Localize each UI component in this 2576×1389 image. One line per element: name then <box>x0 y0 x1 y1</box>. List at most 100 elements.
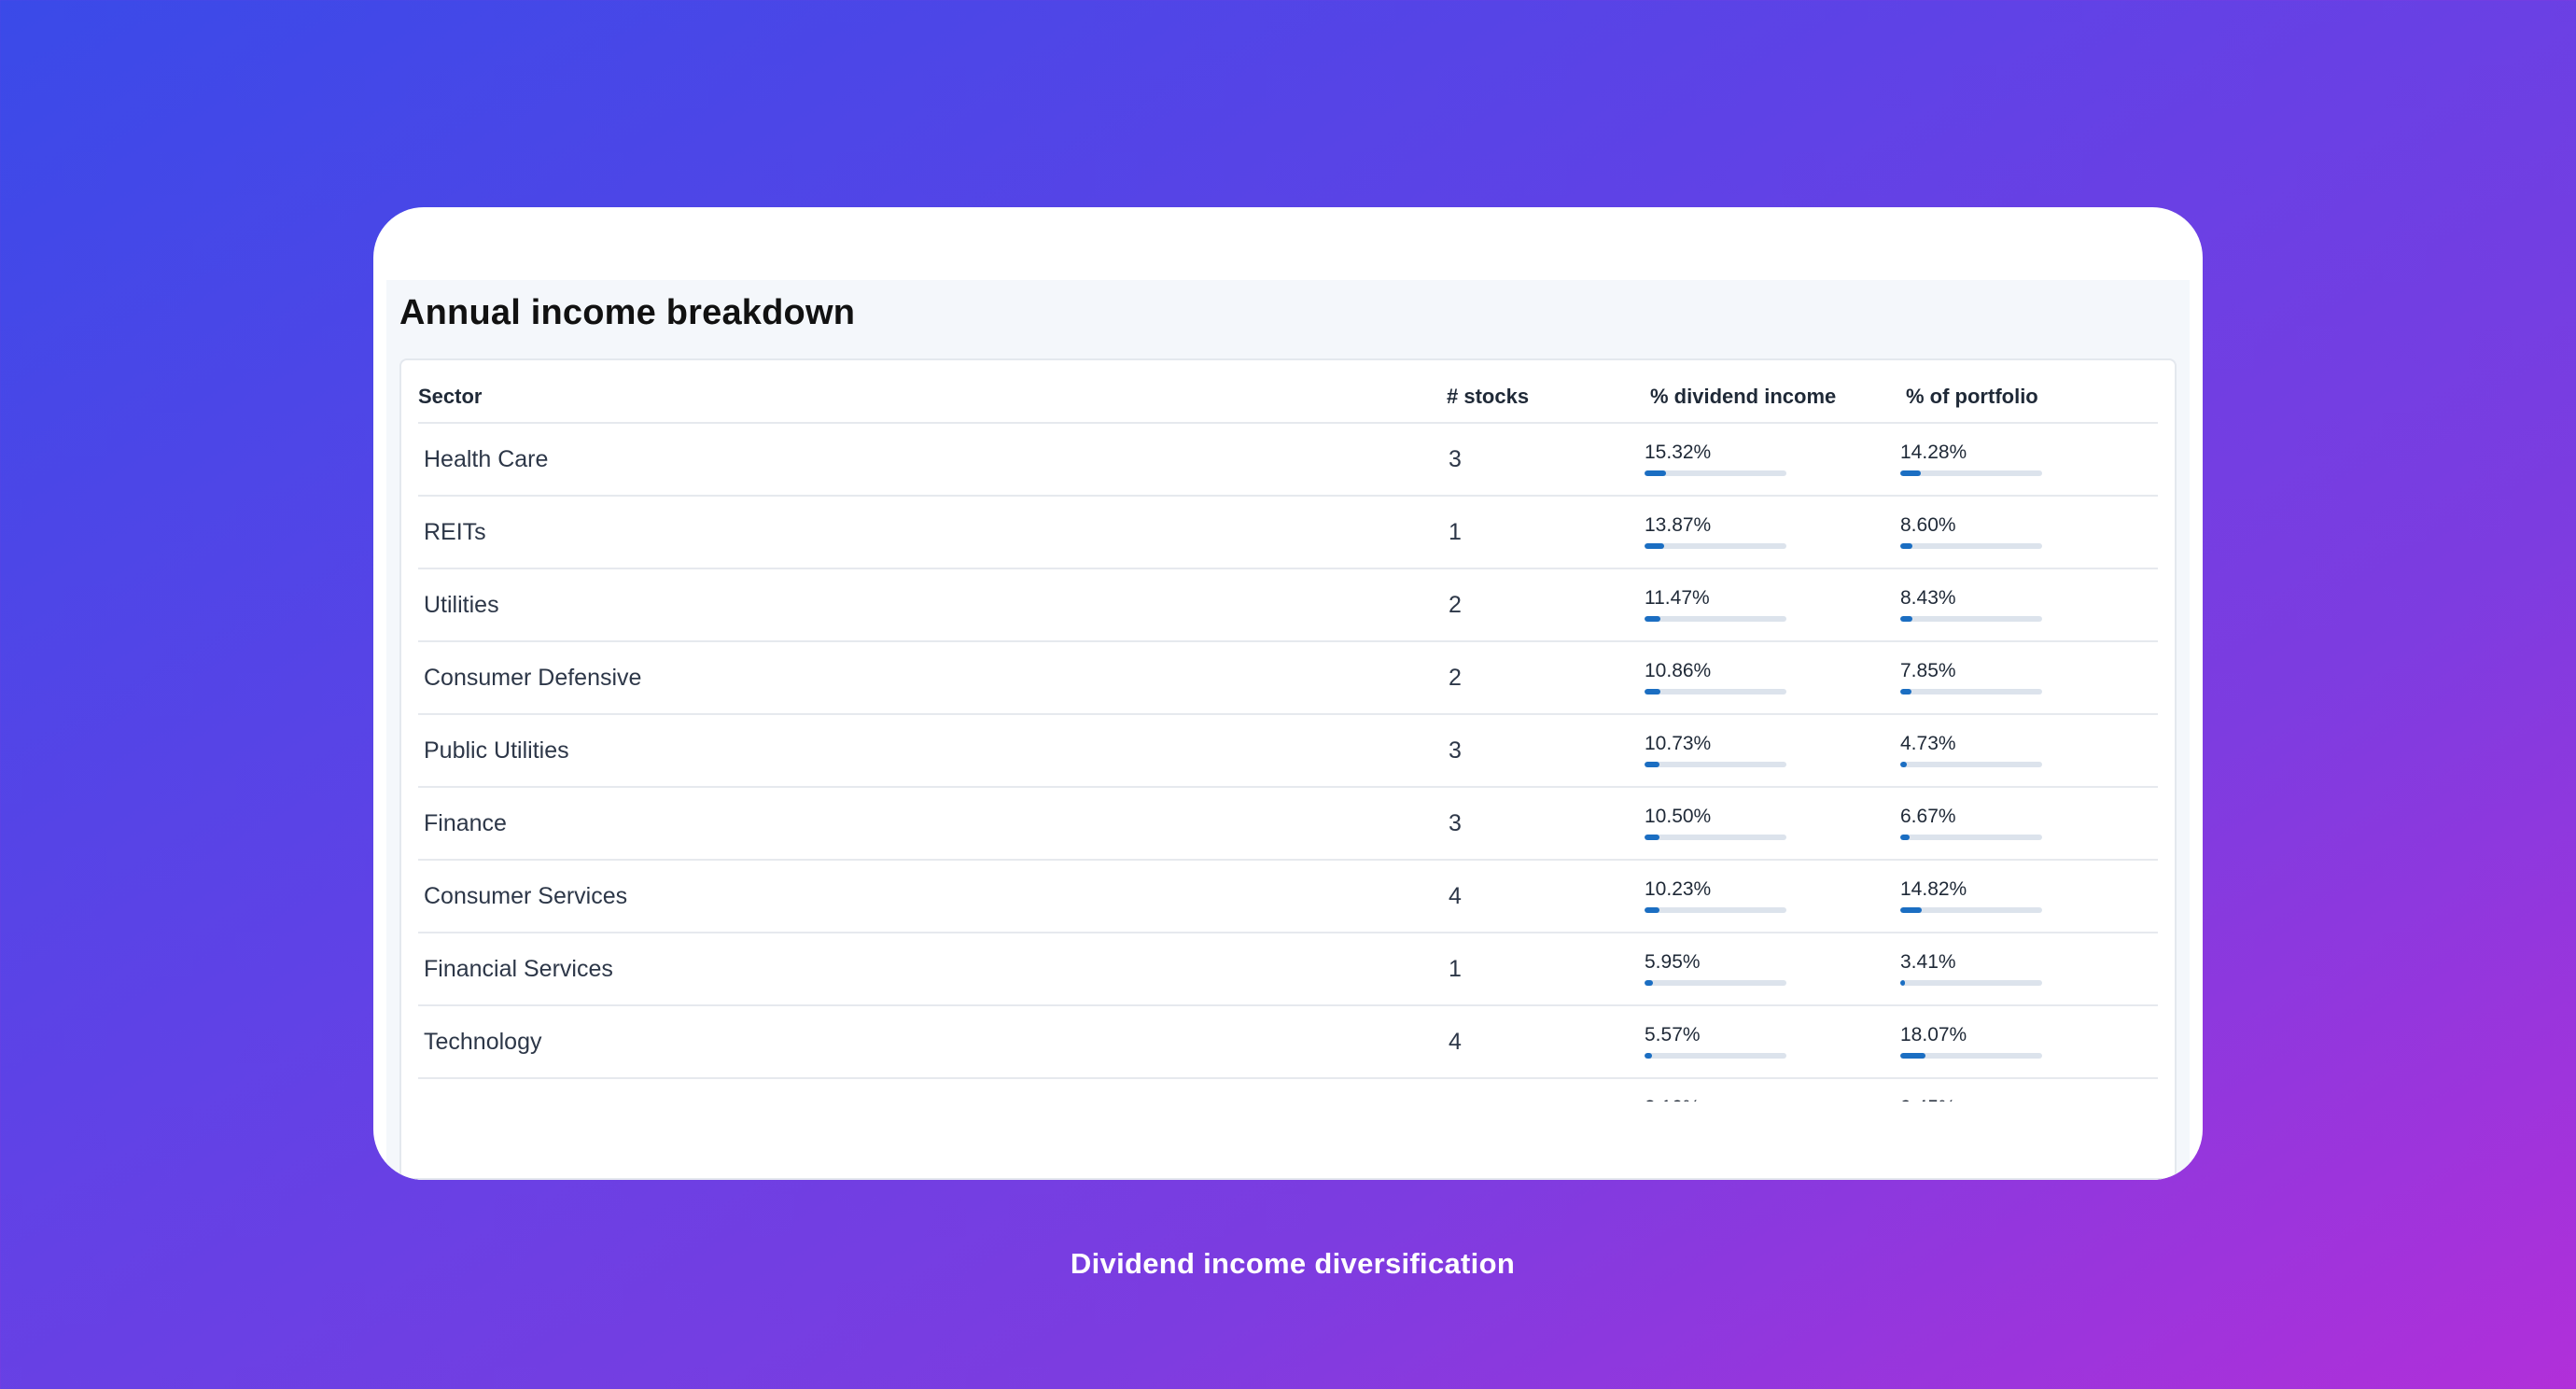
dividend-income-cell: 10.23% <box>1645 861 1786 932</box>
sector-name: Consumer Defensive <box>424 664 642 691</box>
dividend-income-percent: 10.73% <box>1645 733 1712 754</box>
column-header-sector[interactable]: Sector <box>418 385 483 408</box>
dividend-income-percent: 10.50% <box>1645 806 1712 827</box>
table-scroll-area[interactable]: Sector # stocks % dividend income % of p… <box>418 360 2158 1101</box>
dividend-income-bar-track <box>1645 762 1786 767</box>
portfolio-percent: 8.60% <box>1900 514 1956 536</box>
portfolio-bar-fill <box>1900 689 1911 694</box>
table-row[interactable]: REITs 1 13.87% 8.60% <box>418 497 2158 569</box>
portfolio-bar-fill <box>1900 907 1922 913</box>
dividend-income-cell: 11.47% <box>1645 569 1786 640</box>
dividend-income-cell: 10.86% <box>1645 642 1786 713</box>
table-header-row: Sector # stocks % dividend income % of p… <box>418 360 2158 424</box>
table-row[interactable]: Technology 4 5.57% 18.07% <box>418 1006 2158 1079</box>
portfolio-bar-fill <box>1900 616 1912 622</box>
sector-name: Public Utilities <box>424 737 569 764</box>
stock-count: 2 <box>1449 591 1462 618</box>
portfolio-percent: 9.45% <box>1900 1096 1956 1101</box>
table-row[interactable]: Finance 3 10.50% 6.67% <box>418 788 2158 861</box>
portfolio-bar-fill <box>1900 543 1913 549</box>
dividend-income-bar-fill <box>1645 616 1661 622</box>
dividend-income-cell: 10.73% <box>1645 715 1786 786</box>
dividend-income-bar-track <box>1645 1053 1786 1059</box>
dividend-income-bar-fill <box>1645 835 1659 840</box>
sector-name: REITs <box>424 518 486 545</box>
dividend-income-percent: 5.57% <box>1645 1024 1701 1045</box>
portfolio-percent: 3.41% <box>1900 951 1956 973</box>
stock-count: 3 <box>1449 809 1462 836</box>
table-row[interactable]: Consumer Services 4 10.23% 14.82% <box>418 861 2158 933</box>
caption: Dividend income diversification <box>1070 1247 1516 1280</box>
sector-name: Finance <box>424 809 507 836</box>
portfolio-bar-track <box>1900 543 2042 549</box>
table-body: Health Care 3 15.32% 14.28% REITs 1 13.8… <box>418 424 2158 1101</box>
dividend-income-bar-fill <box>1645 907 1659 913</box>
portfolio-bar-track <box>1900 762 2042 767</box>
sector-name: Financial Services <box>424 955 613 982</box>
portfolio-bar-track <box>1900 835 2042 840</box>
card-content: Annual income breakdown Sector # stocks … <box>386 280 2190 1180</box>
table-row[interactable]: Financial Services 1 5.95% 3.41% <box>418 933 2158 1006</box>
column-header-stocks[interactable]: # stocks <box>1447 385 1530 408</box>
portfolio-bar-fill <box>1900 980 1906 986</box>
table-row[interactable]: Utilities 2 11.47% 8.43% <box>418 569 2158 642</box>
portfolio-bar-track <box>1900 616 2042 622</box>
dividend-income-cell: 3.10% <box>1645 1079 1786 1101</box>
dividend-income-cell: 13.87% <box>1645 497 1786 568</box>
portfolio-bar-track <box>1900 1053 2042 1059</box>
table-row[interactable]: Consumer Defensive 2 10.86% 7.85% <box>418 642 2158 715</box>
stock-count: 3 <box>1449 1079 1462 1102</box>
dividend-income-cell: 15.32% <box>1645 424 1786 495</box>
table-row[interactable]: Public Utilities 3 10.73% 4.73% <box>418 715 2158 788</box>
dividend-income-bar-track <box>1645 980 1786 986</box>
portfolio-percent: 4.73% <box>1900 733 1956 754</box>
portfolio-cell: 14.28% <box>1900 424 2042 495</box>
portfolio-bar-fill <box>1900 470 1921 476</box>
column-header-portfolio[interactable]: % of portfolio <box>1906 385 2038 408</box>
dividend-income-bar-fill <box>1645 762 1660 767</box>
portfolio-percent: 18.07% <box>1900 1024 1967 1045</box>
portfolio-percent: 7.85% <box>1900 660 1956 681</box>
income-breakdown-card: Annual income breakdown Sector # stocks … <box>373 207 2203 1180</box>
portfolio-bar-track <box>1900 907 2042 913</box>
dividend-income-cell: 5.95% <box>1645 933 1786 1004</box>
stock-count: 4 <box>1449 1028 1462 1055</box>
portfolio-percent: 14.82% <box>1900 878 1967 900</box>
dividend-income-bar-track <box>1645 470 1786 476</box>
portfolio-cell: 3.41% <box>1900 933 2042 1004</box>
dividend-income-bar-fill <box>1645 689 1660 694</box>
stock-count: 3 <box>1449 737 1462 764</box>
column-header-dividend-income[interactable]: % dividend income <box>1650 385 1837 408</box>
portfolio-cell: 14.82% <box>1900 861 2042 932</box>
table-row[interactable]: Health Care 3 15.32% 14.28% <box>418 424 2158 497</box>
portfolio-cell: 18.07% <box>1900 1006 2042 1077</box>
sector-name: Technology <box>424 1028 542 1055</box>
sector-name: ETFs <box>424 1079 480 1102</box>
portfolio-bar-fill <box>1900 835 1911 840</box>
sector-name: Health Care <box>424 445 549 472</box>
dividend-income-bar-track <box>1645 835 1786 840</box>
portfolio-bar-track <box>1900 980 2042 986</box>
portfolio-percent: 6.67% <box>1900 806 1956 827</box>
dividend-income-bar-fill <box>1645 980 1654 986</box>
stock-count: 2 <box>1449 664 1462 691</box>
portfolio-cell: 6.67% <box>1900 788 2042 859</box>
sector-table: Sector # stocks % dividend income % of p… <box>399 358 2177 1180</box>
dividend-income-bar-track <box>1645 689 1786 694</box>
table-row[interactable]: ETFs 3 3.10% 9.45% <box>418 1079 2158 1101</box>
portfolio-bar-fill <box>1900 1053 1926 1059</box>
dividend-income-bar-track <box>1645 907 1786 913</box>
dividend-income-percent: 10.86% <box>1645 660 1712 681</box>
portfolio-bar-track <box>1900 470 2042 476</box>
dividend-income-cell: 10.50% <box>1645 788 1786 859</box>
dividend-income-bar-fill <box>1645 470 1667 476</box>
dividend-income-cell: 5.57% <box>1645 1006 1786 1077</box>
sector-name: Utilities <box>424 591 499 618</box>
dividend-income-bar-fill <box>1645 543 1665 549</box>
stock-count: 1 <box>1449 955 1462 982</box>
sector-name: Consumer Services <box>424 882 628 909</box>
dividend-income-percent: 3.10% <box>1645 1096 1701 1101</box>
portfolio-cell: 4.73% <box>1900 715 2042 786</box>
dividend-income-percent: 5.95% <box>1645 951 1701 973</box>
panel-title: Annual income breakdown <box>399 293 856 332</box>
